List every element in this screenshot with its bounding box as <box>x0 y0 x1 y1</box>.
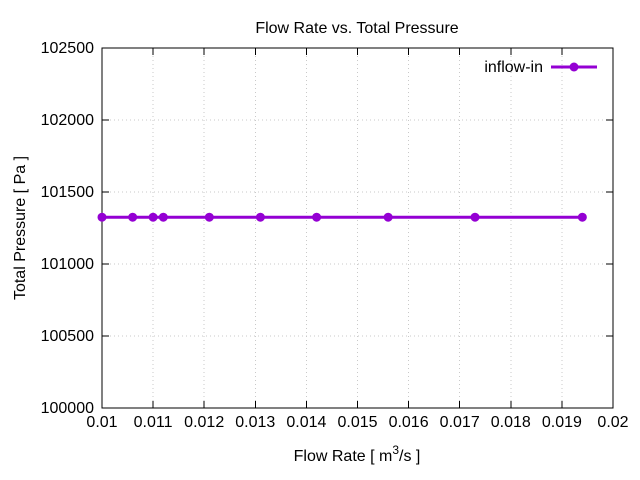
x-tick-label: 0.016 <box>389 414 429 431</box>
data-point-inflow-in <box>128 212 138 222</box>
data-point-inflow-in <box>383 212 393 222</box>
x-tick-label: 0.012 <box>184 414 224 431</box>
legend-label: inflow-in <box>484 59 543 76</box>
x-tick-label: 0.01 <box>86 414 117 431</box>
y-tick-label: 100500 <box>41 328 94 345</box>
data-point-inflow-in <box>577 212 587 222</box>
data-point-inflow-in <box>255 212 265 222</box>
y-tick-label: 100000 <box>41 400 94 417</box>
plot-border <box>101 47 614 409</box>
x-axis-label-prefix: Flow Rate [ m <box>294 448 393 465</box>
data-point-inflow-in <box>470 212 480 222</box>
x-tick-label: 0.013 <box>235 414 275 431</box>
data-series <box>97 212 587 222</box>
x-axis-label-suffix: /s ] <box>399 448 420 465</box>
data-point-inflow-in <box>97 212 107 222</box>
y-tick-label: 102000 <box>41 112 94 129</box>
x-tick-label: 0.017 <box>440 414 480 431</box>
x-tick-label: 0.011 <box>134 414 173 431</box>
data-point-inflow-in <box>204 212 214 222</box>
grid-lines <box>101 47 614 409</box>
x-tick-label: 0.019 <box>542 414 582 431</box>
x-tick-label: 0.014 <box>286 414 326 431</box>
legend: inflow-in <box>484 59 597 76</box>
data-point-inflow-in <box>158 212 168 222</box>
x-axis-label: Flow Rate [ m3/s ] <box>294 443 421 465</box>
x-tick-label: 0.018 <box>491 414 531 431</box>
y-axis-label: Total Pressure [ Pa ] <box>12 156 29 300</box>
x-tick-label: 0.02 <box>597 414 628 431</box>
x-tick-label: 0.015 <box>337 414 377 431</box>
legend-marker-sample <box>569 62 579 72</box>
y-tick-label: 102500 <box>41 40 94 57</box>
y-tick-label: 101500 <box>41 184 94 201</box>
chart-title: Flow Rate vs. Total Pressure <box>255 20 458 37</box>
data-point-inflow-in <box>312 212 322 222</box>
tick-labels: 0.01 0.011 0.012 0.013 0.014 0.015 0.016 0.017 0… <box>41 40 629 431</box>
x-axis-label-superscript: 3 <box>392 443 399 457</box>
y-tick-label: 101000 <box>41 256 94 273</box>
data-point-inflow-in <box>148 212 158 222</box>
